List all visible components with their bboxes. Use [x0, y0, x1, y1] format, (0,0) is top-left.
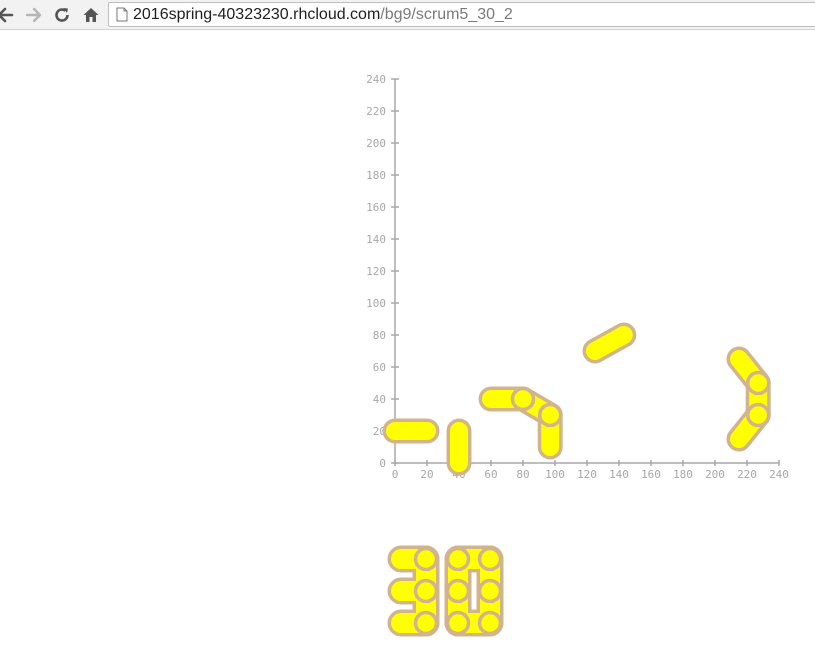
y-tick-label: 0: [379, 457, 386, 470]
x-tick-label: 0: [392, 468, 399, 481]
link-joint: [745, 370, 771, 396]
digit-3-joint: [413, 546, 439, 572]
home-icon: [82, 6, 100, 24]
link-joint: [510, 386, 536, 412]
x-tick-label: 240: [769, 468, 789, 481]
home-button[interactable]: [79, 3, 103, 27]
x-tick-label: 60: [484, 468, 497, 481]
x-tick-label: 20: [420, 468, 433, 481]
y-tick-label: 40: [373, 393, 386, 406]
y-tick-label: 200: [366, 137, 386, 150]
y-tick-label: 60: [373, 361, 386, 374]
address-bar[interactable]: 2016spring-40323230.rhcloud.com/bg9/scru…: [108, 2, 815, 27]
drawing-canvas: 0204060801001201401601802002202400204060…: [366, 73, 789, 637]
y-tick-label: 160: [366, 201, 386, 214]
browser-toolbar: 2016spring-40323230.rhcloud.com/bg9/scru…: [0, 0, 815, 30]
x-tick-label: 200: [705, 468, 725, 481]
page-canvas: 0204060801001201401601802002202400204060…: [0, 31, 815, 654]
digit-0-joint: [445, 610, 471, 636]
digit-3-joint: [413, 578, 439, 604]
y-tick-label: 220: [366, 105, 386, 118]
y-tick-label: 140: [366, 233, 386, 246]
digit-3-joint: [413, 610, 439, 636]
x-tick-label: 80: [516, 468, 529, 481]
x-tick-label: 180: [673, 468, 693, 481]
reload-button[interactable]: [50, 3, 74, 27]
y-tick-label: 100: [366, 297, 386, 310]
link-joint: [745, 402, 771, 428]
url-text: 2016spring-40323230.rhcloud.com/bg9/scru…: [133, 3, 513, 26]
digit-0-joint: [477, 546, 503, 572]
link: [586, 326, 633, 360]
link-joint: [537, 402, 563, 428]
back-button[interactable]: [0, 3, 17, 27]
x-tick-label: 120: [577, 468, 597, 481]
forward-arrow-icon: [25, 6, 43, 24]
x-tick-label: 140: [609, 468, 629, 481]
digit-0-joint: [445, 578, 471, 604]
y-tick-label: 80: [373, 329, 386, 342]
x-tick-label: 160: [641, 468, 661, 481]
url-host: 2016spring-40323230.rhcloud.com: [133, 6, 381, 23]
x-tick-label: 100: [545, 468, 565, 481]
page-icon: [116, 7, 128, 22]
x-tick-label: 220: [737, 468, 757, 481]
digit-0-joint: [445, 546, 471, 572]
y-tick-label: 180: [366, 169, 386, 182]
y-tick-label: 120: [366, 265, 386, 278]
digit-0-joint: [477, 610, 503, 636]
back-arrow-icon: [0, 6, 14, 24]
digit-0-joint: [477, 578, 503, 604]
reload-icon: [53, 6, 71, 24]
forward-button[interactable]: [22, 3, 46, 27]
url-path: /bg9/scrum5_30_2: [380, 6, 513, 23]
y-tick-label: 240: [366, 73, 386, 86]
y-tick-label: 20: [373, 425, 386, 438]
